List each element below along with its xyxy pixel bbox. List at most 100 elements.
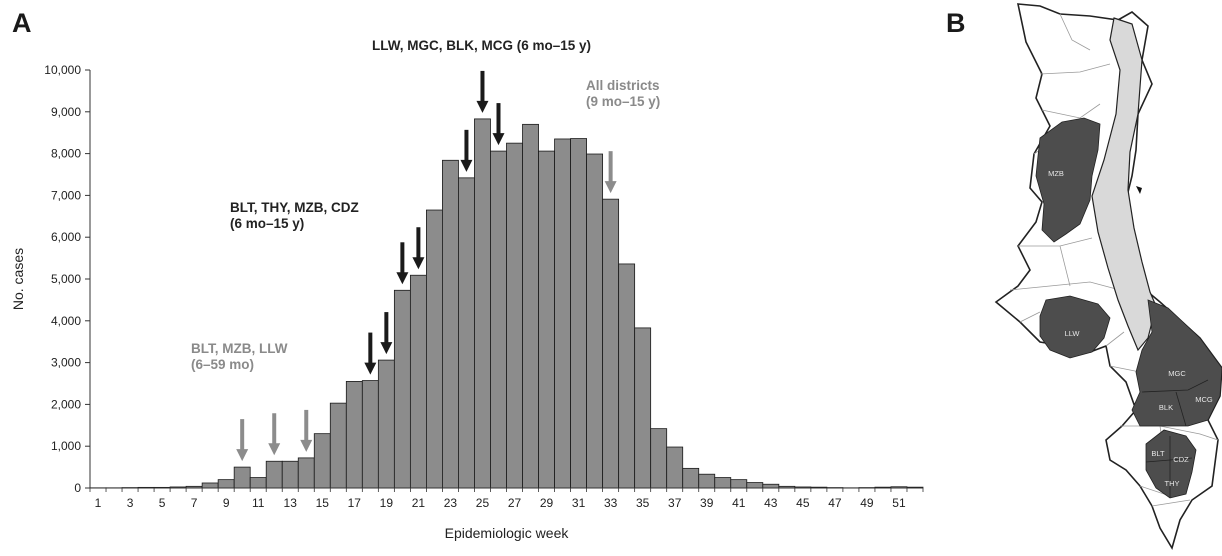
x-tick-label: 19 <box>380 496 394 510</box>
bar-week-29 <box>538 150 555 489</box>
district-blt-cdz-thy <box>1145 429 1197 499</box>
x-tick-label: 37 <box>668 496 682 510</box>
bar-week-34 <box>618 263 636 489</box>
bar-week-37 <box>666 446 684 489</box>
region-label-thy: THY <box>1165 479 1180 488</box>
panel-b-label: B <box>946 8 966 38</box>
bar-week-39 <box>698 473 716 489</box>
bar-week-11 <box>249 477 267 489</box>
x-tick-label: 35 <box>636 496 650 510</box>
bar-week-24 <box>458 177 475 489</box>
arrow-head-week-12 <box>268 443 281 456</box>
y-tick-label: 6,000 <box>51 230 81 244</box>
y-tick-label: 2,000 <box>51 397 81 411</box>
arrow-head-week-26 <box>492 133 505 146</box>
arrow-head-week-21 <box>412 257 425 270</box>
bar-week-15 <box>313 433 331 489</box>
y-tick-label: 4,000 <box>51 314 81 328</box>
district-mzb <box>1035 117 1101 243</box>
x-tick-label: 43 <box>764 496 778 510</box>
annotation-0-line-0: LLW, MGC, BLK, MCG (6 mo–15 y) <box>372 38 591 53</box>
annotation-3-line-0: BLT, MZB, LLW <box>191 341 288 356</box>
arrow-head-week-18 <box>364 362 377 375</box>
y-axis-title: No. cases <box>10 248 26 310</box>
y-tick-label: 1,000 <box>51 439 81 453</box>
bar-week-43 <box>762 483 780 489</box>
x-tick-label: 1 <box>95 496 102 510</box>
bar-week-26 <box>490 150 507 489</box>
bar-week-14 <box>297 457 315 489</box>
x-tick-label: 3 <box>127 496 134 510</box>
bar-week-9 <box>217 479 235 489</box>
x-axis-title: Epidemiologic week <box>445 525 570 541</box>
bar-week-25 <box>474 118 491 489</box>
lake-malawi <box>1091 17 1157 352</box>
bar-week-33 <box>602 198 620 489</box>
bar-week-17 <box>345 381 363 489</box>
arrow-head-week-20 <box>396 272 409 285</box>
annotation-3-line-1: (6–59 mo) <box>191 357 254 372</box>
annotation-2-line-0: BLT, THY, MZB, CDZ <box>230 200 359 215</box>
arrow-head-week-14 <box>300 439 313 452</box>
lake-island <box>1136 186 1142 194</box>
bar-week-42 <box>746 482 764 489</box>
bar-week-8 <box>201 482 219 489</box>
bar-week-27 <box>506 142 523 489</box>
y-tick-label: 3,000 <box>51 356 81 370</box>
region-label-mzb: MZB <box>1048 169 1064 178</box>
bar-week-31 <box>570 138 587 489</box>
bar-week-22 <box>426 209 443 489</box>
arrow-head-week-10 <box>236 449 249 462</box>
arrow-head-week-19 <box>380 342 393 355</box>
bar-week-38 <box>682 467 700 489</box>
x-tick-label: 15 <box>316 496 330 510</box>
bar-week-35 <box>634 327 652 489</box>
arrow-head-week-24 <box>460 159 473 172</box>
region-label-llw: LLW <box>1065 329 1081 338</box>
bar-week-40 <box>714 477 732 489</box>
bar-week-13 <box>281 460 299 489</box>
x-tick-label: 45 <box>796 496 810 510</box>
malawi-district-map: MZB LLW MGC MCG BLK BLT CDZ THY <box>994 3 1222 550</box>
region-label-blt: BLT <box>1151 449 1165 458</box>
arrow-head-week-33 <box>604 181 617 194</box>
bar-week-41 <box>730 479 748 489</box>
arrow-head-week-25 <box>476 100 489 113</box>
bar-week-10 <box>233 466 251 489</box>
x-tick-label: 17 <box>348 496 362 510</box>
x-tick-label: 49 <box>860 496 874 510</box>
bar-week-19 <box>377 359 395 489</box>
epidemic-curve-chart: 0 1,000 2,000 3,000 4,000 5,000 6,000 7,000 8,00… <box>10 38 924 541</box>
bar-week-18 <box>361 380 379 489</box>
x-tick-label: 27 <box>508 496 522 510</box>
bar-week-30 <box>554 138 571 489</box>
district-llw <box>1039 295 1111 359</box>
x-tick-label: 47 <box>828 496 842 510</box>
y-tick-label: 9,000 <box>51 105 81 119</box>
y-tick-label: 8,000 <box>51 147 81 161</box>
x-tick-label: 13 <box>284 496 298 510</box>
y-tick-label: 10,000 <box>44 63 81 77</box>
x-tick-label: 9 <box>223 496 230 510</box>
bar-week-32 <box>586 153 604 489</box>
region-label-mcg: MCG <box>1195 395 1213 404</box>
x-tick-label: 23 <box>444 496 458 510</box>
bar-week-12 <box>265 460 283 489</box>
x-tick-label: 39 <box>700 496 714 510</box>
district-east-south <box>1131 299 1222 427</box>
bar-week-28 <box>522 123 539 489</box>
annotation-1-line-0: All districts <box>586 78 660 93</box>
bar-week-36 <box>650 428 668 489</box>
x-tick-label: 29 <box>540 496 554 510</box>
x-tick-label: 11 <box>252 496 265 510</box>
x-tick-label: 5 <box>159 496 166 510</box>
annotation-2-line-1: (6 mo–15 y) <box>230 216 304 231</box>
region-label-blk: BLK <box>1159 403 1173 412</box>
x-tick-label: 25 <box>476 496 490 510</box>
region-label-cdz: CDZ <box>1173 455 1189 464</box>
bar-week-16 <box>329 402 347 489</box>
y-tick-label: 0 <box>74 481 81 495</box>
bar-week-23 <box>442 159 459 489</box>
region-label-mgc: MGC <box>1168 369 1186 378</box>
x-tick-label: 41 <box>732 496 746 510</box>
